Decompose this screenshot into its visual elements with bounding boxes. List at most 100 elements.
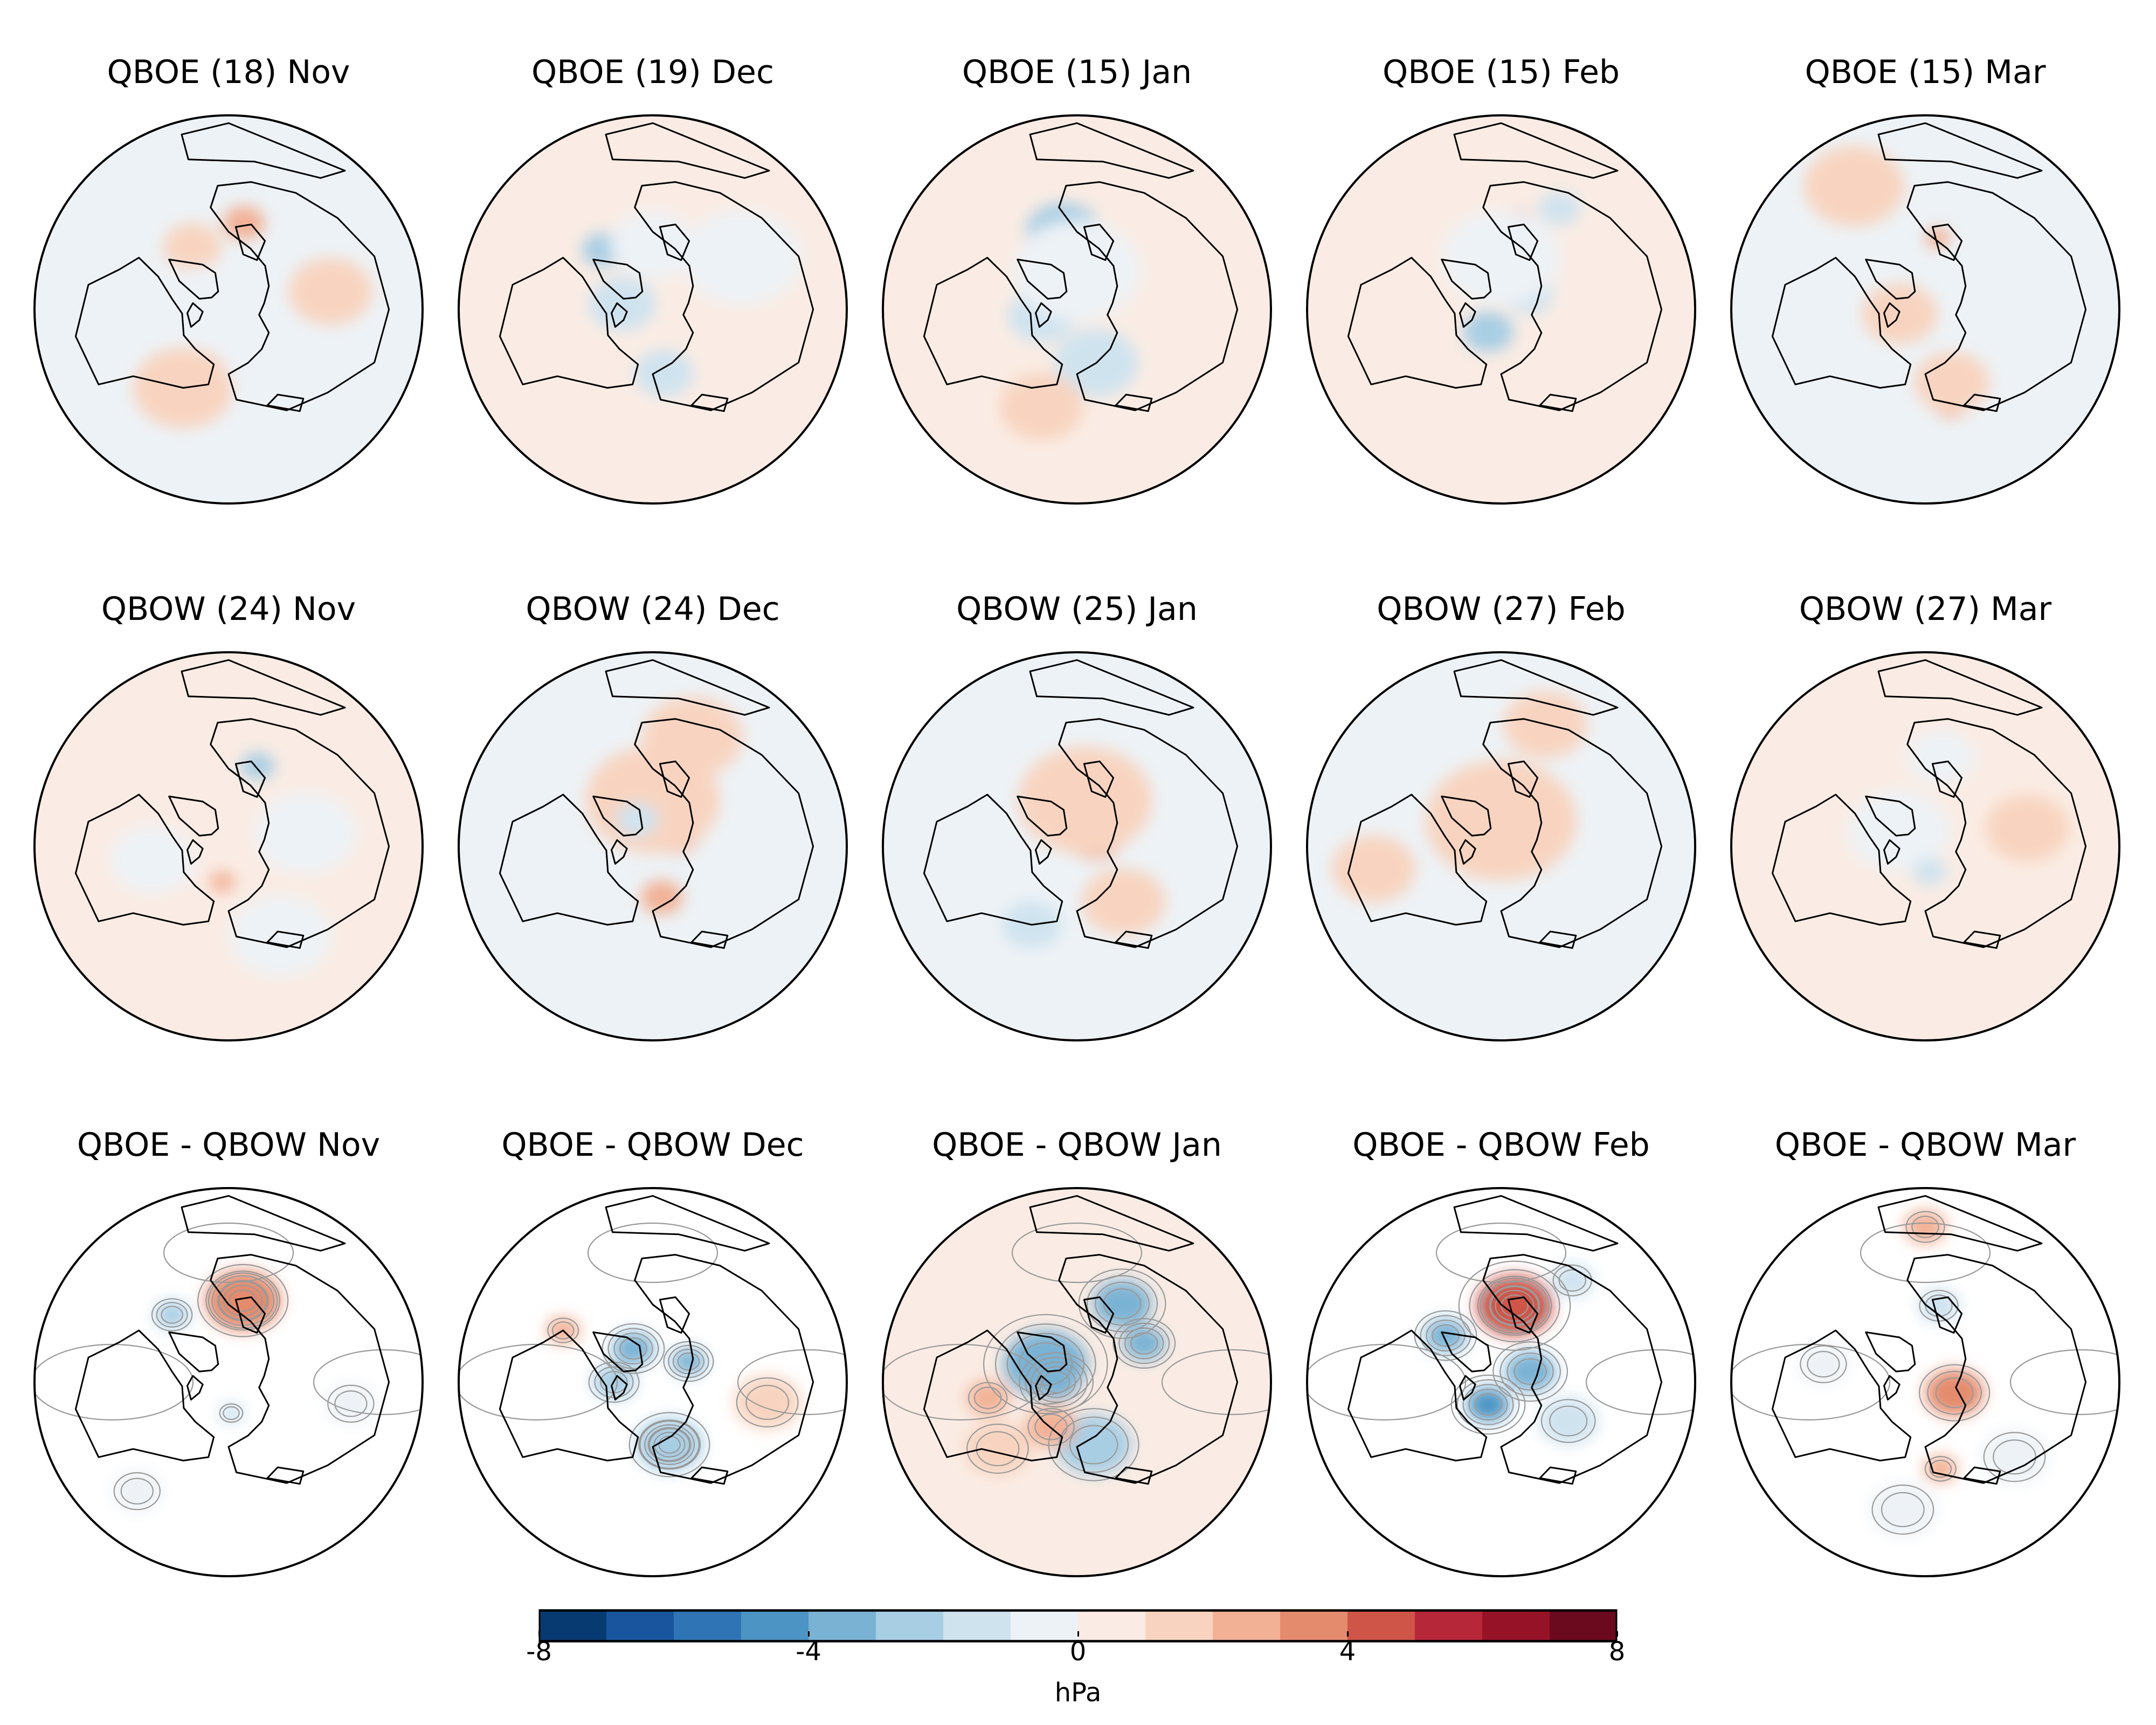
colorbar-bar	[538, 1609, 1618, 1643]
colorbar-segment	[674, 1610, 742, 1642]
contour-line	[1507, 1353, 1554, 1391]
coastlines	[1771, 1195, 2087, 1485]
contour-line	[1462, 1384, 1514, 1425]
contour-line	[1911, 1216, 1939, 1238]
anomaly-blob	[612, 1331, 654, 1365]
panel-title: QBOE (18) Nov	[107, 53, 350, 91]
contour-line	[737, 1349, 847, 1416]
colorbar-tick-label: -8	[526, 1637, 552, 1667]
contour-line	[551, 1321, 575, 1340]
map-field	[1731, 1188, 2119, 1576]
contour-line	[1025, 1357, 1088, 1408]
contour-line	[161, 1306, 183, 1324]
anomaly-blob	[205, 1270, 281, 1331]
coastline	[1482, 718, 1663, 948]
coastline	[1482, 181, 1663, 411]
map-boundary	[458, 651, 848, 1041]
coastline	[1058, 181, 1239, 411]
anomaly-field	[110, 753, 356, 977]
contour-line	[1469, 1269, 1560, 1343]
contour-line	[628, 1412, 710, 1478]
anomaly-blob	[254, 792, 356, 873]
map-boundary	[1306, 114, 1696, 505]
coastlines	[923, 122, 1239, 412]
coastlines	[499, 1195, 814, 1485]
colorbar-segment	[1550, 1610, 1618, 1642]
panel-title: QBOE - QBOW Jan	[932, 1126, 1222, 1164]
coastline	[1539, 930, 1577, 949]
coastline	[611, 1375, 628, 1400]
contour-line	[156, 1302, 188, 1328]
anomaly-field	[1442, 191, 1580, 352]
anomaly-field	[999, 203, 1140, 440]
polar-map	[33, 1187, 424, 1577]
coastline	[1453, 659, 1619, 716]
map-boundary	[458, 1187, 848, 1577]
contour-line	[1800, 1345, 1847, 1383]
coastline	[234, 760, 266, 798]
coastline	[1453, 122, 1619, 179]
coastlines	[499, 659, 814, 949]
colorbar-segment	[808, 1610, 876, 1642]
coastline	[1347, 257, 1488, 389]
contour-line	[327, 1384, 375, 1423]
anomaly-blob	[1918, 1289, 1960, 1323]
map-boundary	[882, 114, 1272, 505]
contour-line	[647, 1427, 692, 1462]
contour-line	[151, 1298, 193, 1331]
coastlines	[1771, 659, 2087, 949]
anomaly-blob	[1862, 284, 1938, 344]
polar-map	[882, 651, 1272, 1041]
map-boundary	[1730, 114, 2120, 505]
coastline	[1931, 760, 1963, 798]
contour-line	[1477, 1275, 1552, 1336]
polar-map	[1730, 114, 2120, 505]
colorbar-tick-label: -4	[796, 1637, 821, 1667]
contour-line	[966, 1423, 1029, 1474]
panel-title: QBOE (15) Feb	[1382, 53, 1620, 91]
contour-line	[1078, 1268, 1166, 1339]
anomaly-blob	[1442, 210, 1560, 305]
contour-line	[1983, 1432, 2046, 1482]
contour-line	[113, 1472, 161, 1510]
coastline	[1347, 1329, 1488, 1461]
panel-title: QBOW (27) Feb	[1377, 590, 1626, 628]
anomaly-blob	[163, 223, 222, 271]
anomaly-blob	[1476, 1275, 1553, 1336]
contour-line	[1807, 1351, 1840, 1378]
contour-line	[1011, 1222, 1143, 1284]
coastline	[234, 223, 266, 261]
polar-map	[882, 1187, 1272, 1577]
contour-line	[1112, 1318, 1176, 1369]
coastline	[1035, 1375, 1052, 1400]
contour-line	[644, 1424, 695, 1465]
coastline	[1029, 1195, 1194, 1252]
map-field	[883, 1188, 1271, 1576]
contour-line	[334, 1390, 368, 1417]
anomaly-blob	[1551, 1264, 1594, 1298]
coastline	[1058, 1254, 1239, 1484]
contour-line	[229, 1289, 257, 1312]
contour-lines	[883, 1222, 1271, 1481]
contour-line	[1483, 1280, 1546, 1331]
anomaly-blob	[1538, 191, 1580, 226]
coastline	[1771, 1329, 1912, 1461]
anomaly-blob	[326, 1383, 376, 1424]
coastline	[1058, 718, 1239, 948]
polar-map	[1730, 1187, 2120, 1577]
coastlines	[74, 122, 390, 412]
contour-line	[1019, 1352, 1094, 1412]
contour-line	[587, 1222, 718, 1284]
contour-line	[638, 1419, 701, 1470]
contour-line	[1993, 1439, 2036, 1475]
coastline	[181, 659, 346, 716]
coastline	[605, 122, 770, 179]
colorbar-segment	[539, 1610, 607, 1642]
anomaly-blob	[168, 266, 244, 327]
anomaly-blob	[1798, 1344, 1849, 1385]
contour-line	[1480, 1278, 1550, 1334]
anomaly-blob	[1123, 1326, 1165, 1361]
coastline	[1771, 257, 1912, 389]
coastline	[690, 930, 729, 949]
map-boundary	[1730, 651, 2120, 1041]
